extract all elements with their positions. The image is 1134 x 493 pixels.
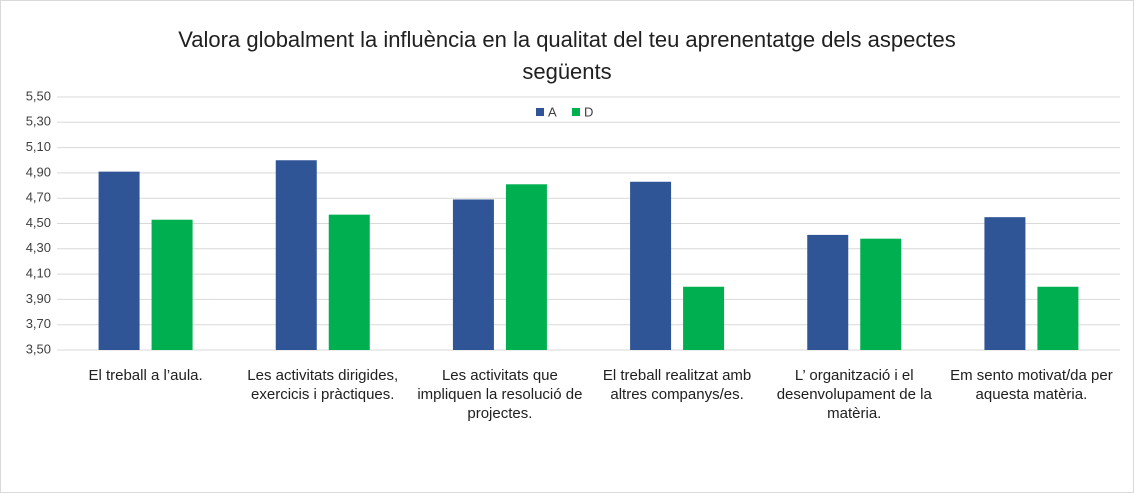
bar [807, 234, 849, 350]
y-tick-label: 3,90 [26, 291, 51, 306]
bar [984, 217, 1026, 350]
y-tick-label: 4,50 [26, 215, 51, 230]
bar [151, 219, 193, 350]
bar [275, 160, 317, 350]
chart-title: Valora globalment la influència en la qu… [178, 27, 956, 84]
y-tick-label: 4,90 [26, 164, 51, 179]
y-tick-label: 4,10 [26, 266, 51, 281]
bar [328, 214, 370, 350]
bar [452, 199, 494, 350]
y-tick-label: 4,70 [26, 190, 51, 205]
legend-swatch [536, 108, 544, 116]
x-tick-label: Les activitats dirigides, exercicis i pr… [247, 367, 399, 403]
x-tick-label: Les activitats que impliquen la resoluci… [417, 367, 583, 422]
bar [1037, 286, 1079, 350]
bar [98, 171, 140, 350]
bar [505, 184, 547, 350]
y-tick-label: 3,50 [26, 341, 51, 356]
bar [860, 238, 902, 350]
bar [683, 286, 725, 350]
x-tick-label: El treball realitzat amb altres companys… [602, 367, 752, 403]
legend-label: A [548, 104, 557, 119]
x-tick-label: L’ organització i el desenvolupament de … [776, 367, 932, 422]
y-tick-label: 5,30 [26, 114, 51, 129]
y-tick-label: 4,30 [26, 240, 51, 255]
legend-swatch [572, 108, 580, 116]
x-tick-label: El treball a l’aula. [88, 367, 203, 384]
bar [630, 181, 672, 350]
y-tick-label: 5,50 [26, 88, 51, 103]
x-tick-label: Em sento motivat/da per aquesta matèria. [950, 367, 1113, 403]
y-tick-label: 5,10 [26, 139, 51, 154]
legend-label: D [584, 104, 593, 119]
y-tick-label: 3,70 [26, 316, 51, 331]
